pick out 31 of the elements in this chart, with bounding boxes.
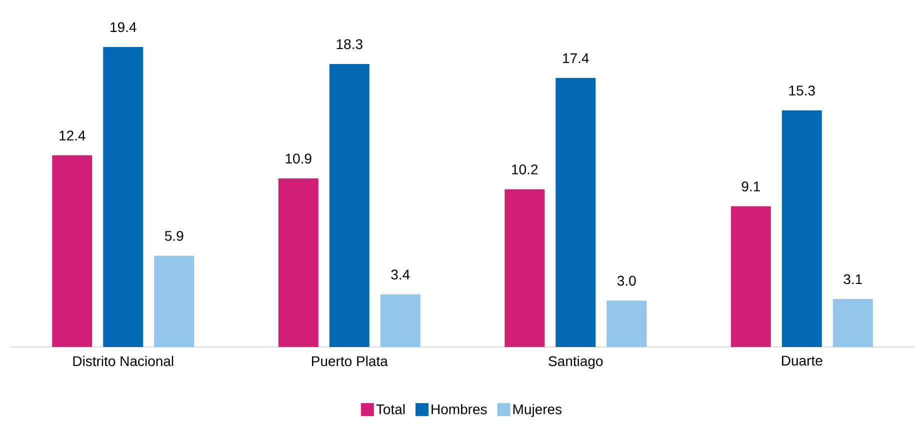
bar — [832, 299, 873, 347]
data-label: 10.9 — [286, 154, 312, 164]
bar — [782, 110, 822, 347]
x-tick-label: Duarte — [782, 356, 822, 366]
bar — [329, 64, 370, 347]
legend-label: Mujeres — [513, 404, 562, 418]
data-label: 9.1 — [742, 181, 760, 192]
bar — [504, 189, 545, 347]
x-tick-label: Santiago — [548, 356, 603, 369]
legend-label: Total — [376, 404, 405, 414]
bar — [103, 46, 144, 347]
bar — [278, 178, 318, 347]
x-tick-label: Distrito Nacional — [73, 356, 174, 366]
data-label: 19.4 — [110, 22, 136, 32]
data-label: 10.2 — [512, 164, 538, 174]
data-label: 3.1 — [844, 274, 862, 284]
x-tick-label: Puerto Plata — [312, 356, 388, 366]
bar — [52, 155, 92, 347]
data-label: 5.9 — [164, 230, 184, 241]
data-label: 12.4 — [60, 130, 86, 140]
data-label: 3.4 — [391, 270, 410, 280]
bar — [606, 300, 647, 347]
bar — [730, 206, 771, 347]
bar — [154, 256, 194, 347]
legend-label: Hombres — [432, 404, 487, 414]
bar — [380, 294, 420, 347]
data-label: 18.3 — [336, 39, 362, 50]
data-label: 17.4 — [563, 53, 589, 64]
bar — [556, 78, 596, 347]
data-label: 3.0 — [617, 276, 636, 286]
data-label: 15.3 — [789, 86, 815, 96]
